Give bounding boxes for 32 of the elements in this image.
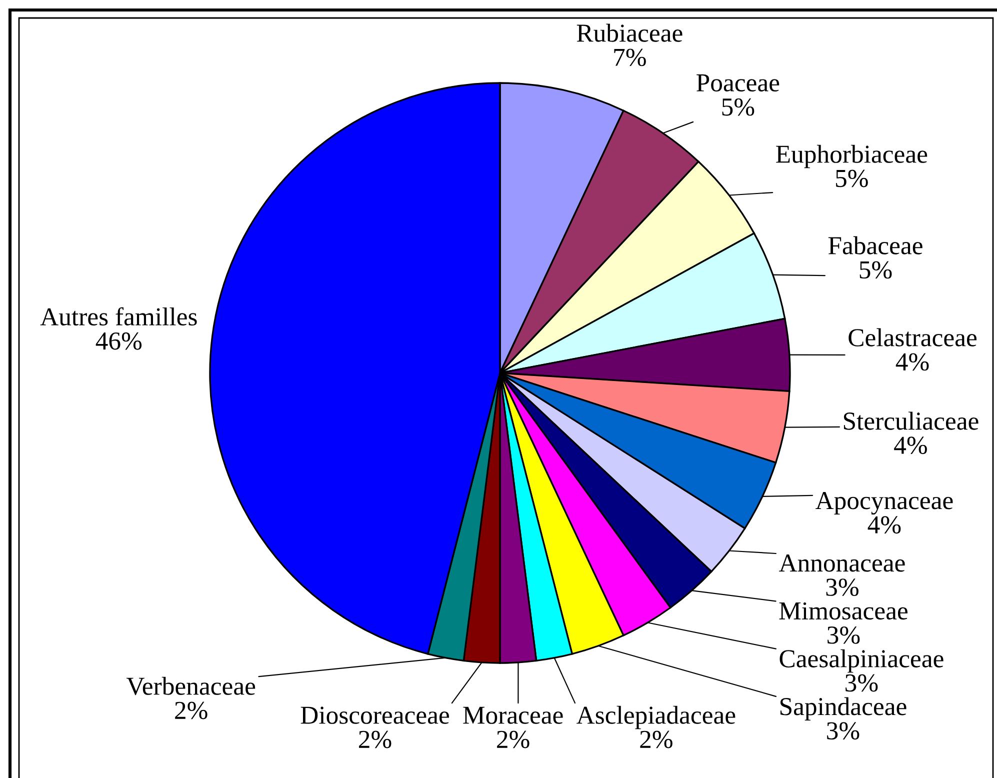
data-label: 3% (827, 722, 860, 740)
slice-label: Moraceae (463, 706, 563, 724)
data-label: 5% (722, 98, 754, 116)
slice-label: Celastraceae (848, 328, 977, 346)
slice-label: Sapindaceae (780, 697, 906, 721)
data-label: 4% (896, 353, 929, 371)
slice-label: Dioscoreaceae (300, 706, 449, 724)
slice-label: Sterculiaceae (844, 412, 978, 430)
data-label: 2% (175, 702, 208, 720)
slice-label: Autres familles (40, 307, 197, 326)
slice-label: Verbenaceae (126, 676, 256, 696)
slice-label: Poaceae (696, 74, 780, 92)
slice-label: Mimosaceae (779, 602, 908, 620)
slice-label: Apocynaceae (816, 492, 953, 515)
data-label: 2% (497, 730, 530, 748)
data-label: 46% (96, 332, 142, 350)
data-label: 3% (828, 626, 860, 644)
data-label: 3% (846, 674, 878, 692)
data-label: 4% (868, 516, 901, 534)
data-label: 3% (826, 578, 858, 596)
slice-label: Rubiaceae (576, 24, 682, 42)
slice-label: Euphorbiaceae (776, 144, 928, 168)
slice-label: Asclepiadaceae (576, 706, 736, 730)
data-label: 5% (836, 170, 868, 188)
slice-label: Fabaceae (828, 236, 922, 254)
slice-label: Annonaceae (778, 554, 905, 572)
data-label: 2% (358, 730, 392, 748)
data-label: 7% (614, 48, 646, 66)
data-label: 2% (640, 730, 672, 748)
data-label: 4% (894, 436, 927, 454)
slice-label: Caesalpiniaceae (780, 649, 944, 673)
data-label: 5% (860, 261, 892, 279)
